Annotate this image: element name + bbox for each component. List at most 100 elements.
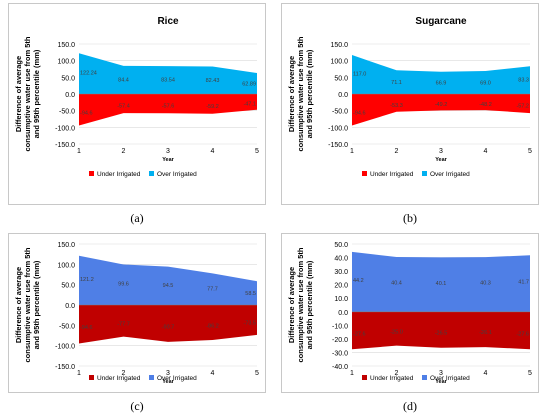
data-label: -57.4 bbox=[117, 104, 130, 110]
y-tick-label: 0.0 bbox=[65, 303, 75, 310]
x-tick-label: 1 bbox=[77, 370, 81, 377]
legend-swatch bbox=[149, 171, 154, 176]
chart-svg-sugarcane: Sugarcane-150.0-100.0-50.00.050.0100.015… bbox=[287, 16, 532, 178]
x-tick-label: 4 bbox=[211, 370, 215, 377]
legend-label: Under Irrigated bbox=[370, 375, 414, 382]
data-label: -94.6 bbox=[353, 110, 366, 116]
caption-a: (a) bbox=[130, 211, 144, 225]
y-axis-label: Difference of averageconsumptive water u… bbox=[14, 247, 41, 362]
y-tick-label: -50.0 bbox=[332, 109, 348, 116]
data-label: -48.2 bbox=[479, 102, 492, 108]
y-tick-label: -100.0 bbox=[55, 344, 75, 351]
y-tick-label: -30.0 bbox=[332, 350, 348, 357]
y-tick-label: 50.0 bbox=[334, 75, 348, 82]
data-label: 40.1 bbox=[436, 281, 447, 287]
legend-label: Over Irrigated bbox=[430, 375, 470, 382]
chart-title: Cotton bbox=[152, 234, 184, 235]
y-tick-label: 0.0 bbox=[65, 92, 75, 99]
data-label: 122.24 bbox=[80, 71, 97, 77]
legend-swatch bbox=[422, 171, 427, 176]
y-tick-label: -20.0 bbox=[332, 337, 348, 344]
x-tick-label: 3 bbox=[166, 370, 170, 377]
y-axis-label: Difference of averageconsumptive water u… bbox=[287, 36, 314, 151]
x-tick-label: 4 bbox=[484, 148, 488, 155]
data-label: 66.9 bbox=[436, 81, 447, 87]
y-tick-label: 50.0 bbox=[61, 283, 75, 290]
data-label: -26.5 bbox=[435, 331, 448, 337]
caption-c: (c) bbox=[130, 399, 144, 413]
x-tick-label: 4 bbox=[484, 370, 488, 377]
legend-label: Under Irrigated bbox=[370, 171, 414, 178]
y-tick-label: -50.0 bbox=[59, 109, 75, 116]
y-tick-label: 150.0 bbox=[330, 42, 348, 49]
y-tick-label: 100.0 bbox=[57, 262, 75, 269]
data-label: -27.6 bbox=[353, 331, 366, 337]
y-tick-label: 100.0 bbox=[330, 59, 348, 66]
y-tick-label: 150.0 bbox=[57, 242, 75, 249]
data-label: 41.7 bbox=[518, 280, 529, 286]
x-tick-label: 5 bbox=[528, 148, 532, 155]
data-label: 44.2 bbox=[353, 278, 364, 284]
data-label: 84.4 bbox=[118, 78, 129, 84]
data-label: 62.89 bbox=[242, 81, 256, 87]
data-label: -86.2 bbox=[206, 323, 219, 329]
data-label: -90.7 bbox=[162, 324, 175, 330]
data-label: 94.5 bbox=[163, 283, 174, 289]
y-tick-label: -100.0 bbox=[328, 125, 348, 132]
chart-title: Rice bbox=[157, 16, 179, 27]
x-tick-label: 5 bbox=[255, 148, 259, 155]
area-series-over-irrigated bbox=[352, 55, 530, 94]
y-axis-label: Difference of averageconsumptive water u… bbox=[14, 36, 41, 151]
x-tick-label: 1 bbox=[350, 148, 354, 155]
data-label: 40.4 bbox=[391, 281, 402, 287]
legend-swatch bbox=[362, 171, 367, 176]
area-series-under-irrigated bbox=[352, 311, 530, 350]
x-tick-label: 3 bbox=[439, 148, 443, 155]
data-label: 71.1 bbox=[391, 80, 402, 86]
data-label: -73.5 bbox=[243, 320, 256, 326]
y-tick-label: -150.0 bbox=[55, 142, 75, 149]
caption-d: (d) bbox=[403, 399, 417, 413]
y-tick-label: 30.0 bbox=[334, 269, 348, 276]
data-label: -94.6 bbox=[80, 325, 93, 331]
chart-panel-sugarcane: Sugarcane -150.0 -100.0 -50.0 0.0 50.0 100.0 15… bbox=[281, 3, 539, 205]
data-label: -57.6 bbox=[162, 104, 175, 110]
y-tick-label: 10.0 bbox=[334, 296, 348, 303]
x-axis-label: Year bbox=[435, 379, 447, 385]
caption-b: (b) bbox=[403, 211, 417, 225]
y-tick-label: -10.0 bbox=[332, 323, 348, 330]
x-axis-label: Year bbox=[162, 379, 174, 385]
y-tick-label: 0.0 bbox=[338, 92, 348, 99]
chart-svg-wheat: Wheat -40.0 -30.0 -20.0 -10.0 0.0 10.0 20.0 30.0… bbox=[287, 224, 532, 385]
area-series-over-irrigated bbox=[79, 53, 257, 94]
area-series-under-irrigated bbox=[352, 94, 530, 126]
data-label: -77.7 bbox=[117, 321, 130, 327]
data-label: -26.1 bbox=[479, 330, 492, 336]
y-tick-label: -100.0 bbox=[55, 125, 75, 132]
legend-label: Under Irrigated bbox=[97, 375, 141, 382]
data-label: -47.1 bbox=[243, 102, 256, 108]
y-tick-label: -50.0 bbox=[59, 323, 75, 330]
data-label: -57.2 bbox=[516, 103, 529, 109]
legend-swatch bbox=[422, 375, 427, 380]
data-label: -59.2 bbox=[206, 104, 219, 110]
x-tick-label: 3 bbox=[166, 148, 170, 155]
legend-swatch bbox=[89, 375, 94, 380]
data-label: -94.6 bbox=[80, 110, 93, 116]
chart-panel-wheat-box: Wheat -40.0 -30.0 -20.0 -10.0 0.0 10.0 20.0 30.0… bbox=[281, 224, 539, 393]
chart-title: Wheat bbox=[426, 234, 457, 235]
data-label: 82.43 bbox=[206, 78, 220, 84]
x-tick-label: 1 bbox=[77, 148, 81, 155]
y-tick-label: 150.0 bbox=[57, 42, 75, 49]
data-label: 83.3 bbox=[518, 78, 529, 84]
data-label: 99.6 bbox=[118, 282, 129, 288]
data-label: -49.2 bbox=[435, 102, 448, 108]
chart-panel-rice: Rice -150.0 -100.0 -50.0 0.0 50.0 100.0 150.0 -9… bbox=[8, 3, 266, 205]
x-tick-label: 5 bbox=[255, 370, 259, 377]
data-label: 58.5 bbox=[245, 291, 256, 297]
y-tick-label: 50.0 bbox=[334, 242, 348, 249]
chart-title: Sugarcane bbox=[415, 16, 467, 27]
legend-label: Under Irrigated bbox=[97, 171, 141, 178]
y-tick-label: 100.0 bbox=[57, 59, 75, 66]
data-label: 83.54 bbox=[161, 78, 175, 84]
